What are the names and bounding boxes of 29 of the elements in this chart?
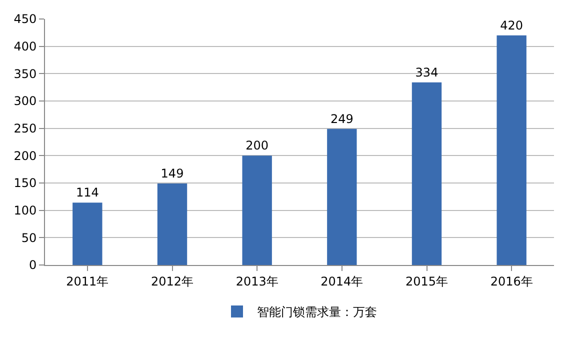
bar xyxy=(242,156,272,265)
data-label: 149 xyxy=(160,166,184,181)
y-tick-label: 400 xyxy=(14,40,37,54)
data-label: 334 xyxy=(415,65,438,80)
bar xyxy=(157,184,188,265)
x-tick-label: 2016年 xyxy=(490,274,533,288)
y-tick-label: 0 xyxy=(28,258,37,272)
x-tick-label: 2015年 xyxy=(405,274,448,288)
y-tick-label: 350 xyxy=(14,66,37,81)
bar xyxy=(412,82,442,265)
y-tick-label: 200 xyxy=(14,148,37,163)
y-tick-label: 250 xyxy=(14,122,37,136)
bar xyxy=(327,128,357,265)
bar xyxy=(72,202,102,265)
bar xyxy=(496,35,526,265)
x-tick-label: 2012年 xyxy=(150,274,194,288)
data-label: 249 xyxy=(330,112,354,126)
legend-label: 智能门锁需求量：万套 xyxy=(257,305,377,320)
x-tick-label: 2014年 xyxy=(320,274,364,288)
data-label: 200 xyxy=(246,138,269,153)
x-tick-label: 2011年 xyxy=(66,274,109,288)
data-label: 114 xyxy=(76,186,99,200)
y-tick-label: 150 xyxy=(14,176,37,190)
y-tick-label: 100 xyxy=(14,204,37,218)
y-tick-label: 450 xyxy=(14,12,37,26)
y-tick-label: 50 xyxy=(21,230,37,245)
data-label: 420 xyxy=(500,18,524,32)
y-tick-label: 300 xyxy=(14,94,37,108)
x-tick-label: 2013年 xyxy=(236,274,278,288)
